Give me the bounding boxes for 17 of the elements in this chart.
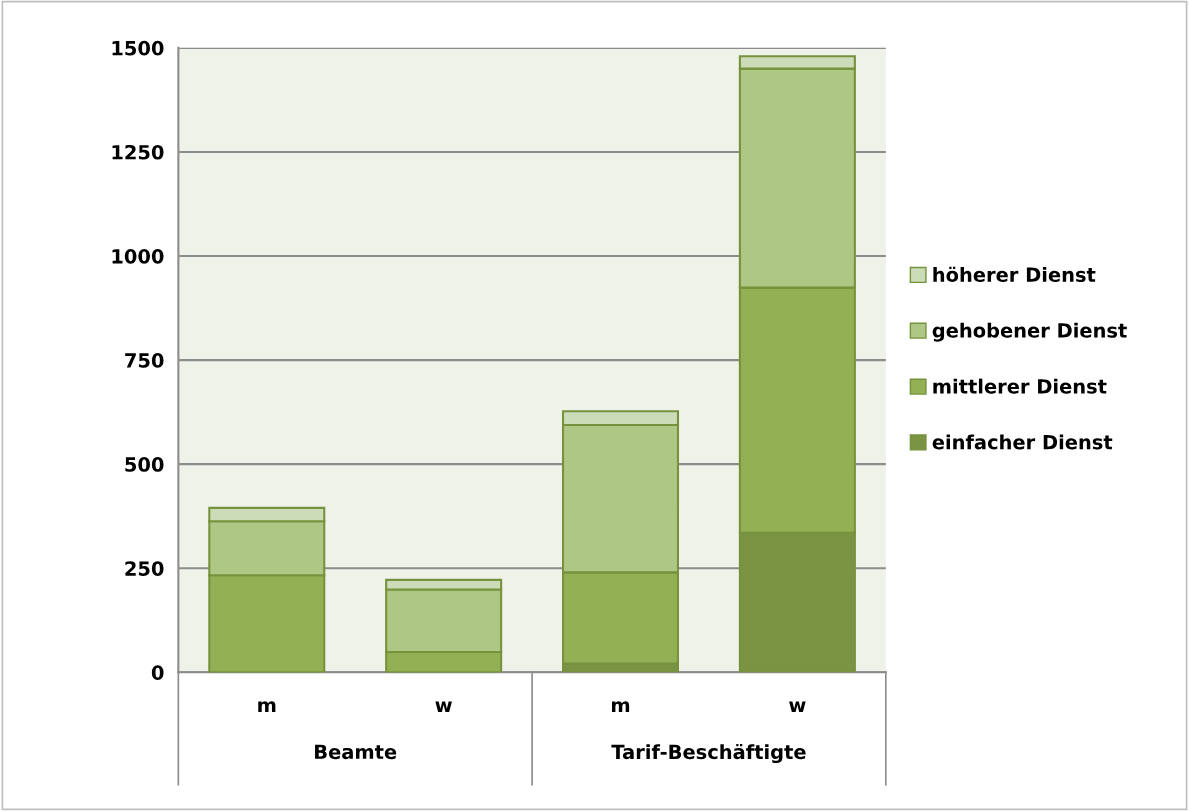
y-tick-label: 1000	[112, 248, 164, 264]
y-tick-label: 500	[125, 457, 164, 472]
legend-label: höherer Dienst	[933, 266, 1096, 283]
y-tick-label: 750	[125, 353, 164, 368]
y-tick-label: 0	[151, 665, 164, 680]
x-tick-label: m	[258, 701, 276, 713]
legend-label: einfacher Dienst	[932, 434, 1113, 450]
legend-label: gehobener Dienst	[932, 322, 1127, 342]
text: Tarif-Beschäftigte	[611, 743, 806, 764]
x-tick-label: w	[435, 701, 452, 713]
x-tick-label: m	[611, 701, 630, 713]
y-tick-label: 250	[125, 561, 164, 576]
text: Beamte	[315, 744, 397, 760]
legend-label: mittlerer Dienst	[933, 378, 1107, 394]
y-tick-label: 1500	[112, 40, 164, 56]
y-tick-label: 1250	[112, 144, 164, 160]
x-tick-label: w	[789, 701, 806, 713]
